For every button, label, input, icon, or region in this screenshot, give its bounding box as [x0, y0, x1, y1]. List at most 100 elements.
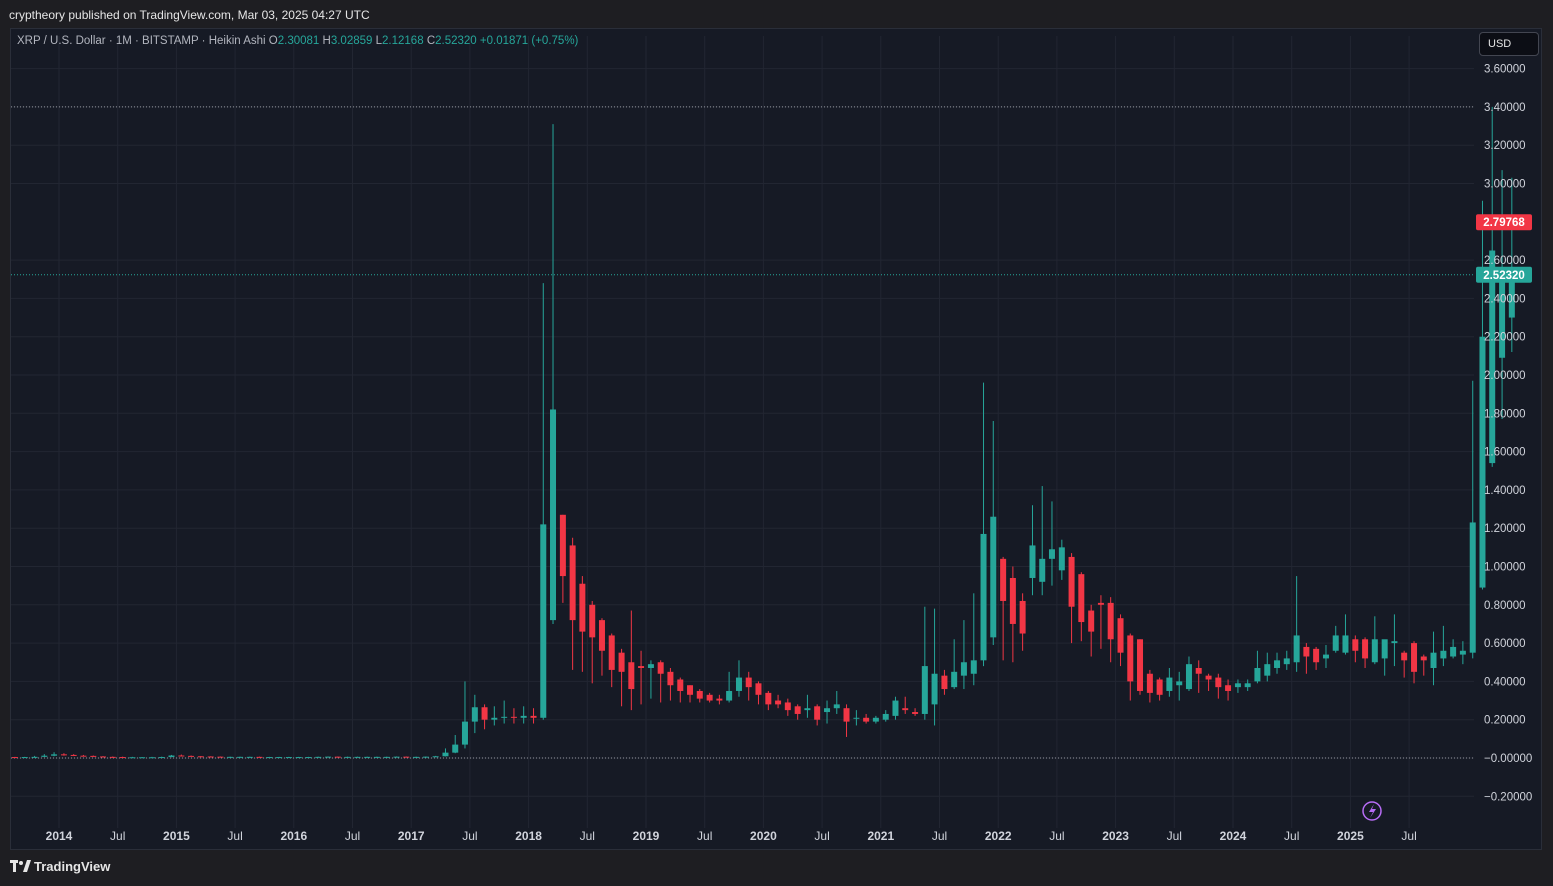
- candle-body-down: [334, 756, 341, 758]
- candle-body-up: [550, 409, 557, 621]
- candle-body-up: [1264, 664, 1271, 676]
- candle-body-down: [256, 756, 263, 758]
- y-tick-label: 3.60000: [1484, 64, 1526, 76]
- candle-body-down: [1411, 643, 1418, 672]
- candle-body-up: [393, 756, 400, 758]
- x-tick-label: Jul: [1167, 829, 1182, 843]
- events-lightning-icon[interactable]: [1362, 801, 1382, 821]
- x-tick-label: 2017: [398, 829, 425, 843]
- candle-body-up: [1293, 635, 1300, 663]
- candle-body-down: [843, 708, 850, 722]
- candle-body-up: [461, 721, 468, 745]
- y-tick-label: 0.60000: [1484, 638, 1526, 650]
- candle-body-up: [1469, 522, 1476, 653]
- candle-body-up: [1039, 558, 1046, 582]
- candle-body-down: [628, 662, 635, 690]
- candle-body-down: [80, 755, 87, 757]
- candle-body-up: [442, 752, 449, 757]
- candle-body-up: [413, 756, 420, 758]
- candle-body-down: [677, 679, 684, 691]
- candle-body-down: [638, 666, 645, 668]
- candle-body-up: [1489, 250, 1496, 464]
- candle-body-down: [207, 756, 214, 758]
- candle-body-down: [706, 694, 713, 701]
- candle-body-up: [1322, 654, 1329, 659]
- currency-button[interactable]: USD: [1479, 32, 1539, 56]
- candle-body-down: [579, 583, 586, 632]
- candle-body-down: [1401, 652, 1408, 661]
- candle-body-up: [21, 757, 28, 759]
- candle-body-down: [178, 755, 185, 757]
- x-tick-label: Jul: [1284, 829, 1299, 843]
- candle-body-up: [354, 756, 361, 758]
- candle-body-down: [608, 635, 615, 670]
- candle-body-down: [197, 756, 204, 758]
- candle-body-down: [667, 671, 674, 686]
- candle-body-down: [60, 754, 67, 756]
- y-tick-label: 0.80000: [1484, 600, 1526, 612]
- candle-body-up: [990, 516, 997, 638]
- x-tick-label: 2022: [985, 829, 1012, 843]
- candle-body-down: [745, 677, 752, 688]
- symbol-legend: XRP / U.S. Dollar · 1M · BITSTAMP · Heik…: [17, 35, 578, 47]
- y-tick-label: 2.20000: [1484, 332, 1526, 344]
- high-label: H: [322, 35, 331, 47]
- candlestick-chart[interactable]: 3.60000 3.40000 3.20000 3.00000 2.60000 2.400…: [0, 0, 1553, 850]
- publisher-bar: cryptheory published on TradingView.com,…: [0, 0, 1553, 28]
- candle-body-up: [921, 666, 928, 714]
- candle-body-down: [902, 708, 909, 711]
- candle-body-down: [1313, 648, 1320, 663]
- candle-body-up: [1332, 635, 1339, 651]
- y-tick-label: 2.40000: [1484, 293, 1526, 305]
- candle-body-up: [432, 756, 439, 758]
- candle-body-down: [618, 652, 625, 672]
- candle-body-up: [1176, 681, 1183, 686]
- x-tick-label: Jul: [932, 829, 947, 843]
- x-tick-label: Jul: [580, 829, 595, 843]
- candle-body-up: [892, 700, 899, 716]
- x-tick-label: 2016: [280, 829, 307, 843]
- candle-body-down: [1352, 639, 1359, 651]
- price-badge-label: 2.52320: [1483, 270, 1525, 282]
- candle-body-down: [775, 700, 782, 705]
- x-tick-label: 2025: [1337, 829, 1364, 843]
- candle-body-down: [11, 757, 18, 759]
- candle-body-down: [1097, 602, 1104, 605]
- candle-body-up: [804, 708, 811, 711]
- candle-body-up: [970, 660, 977, 674]
- candle-body-up: [735, 677, 742, 691]
- candle-body-down: [1420, 656, 1427, 661]
- open-label: O: [268, 35, 278, 47]
- y-tick-label: 1.80000: [1484, 408, 1526, 420]
- tradingview-brand: TradingView: [34, 859, 111, 874]
- candle-body-down: [687, 685, 694, 695]
- low-value: 2.12168: [382, 35, 424, 47]
- y-tick-label: 1.00000: [1484, 562, 1526, 574]
- candle-body-up: [540, 524, 547, 718]
- candle-body-down: [70, 754, 77, 756]
- price-badge: [1476, 266, 1532, 283]
- candle-body-up: [882, 713, 889, 720]
- candle-body-down: [657, 662, 664, 674]
- close-value: 2.52320: [435, 35, 477, 47]
- candle-body-up: [266, 757, 273, 759]
- candle-body-up: [295, 757, 302, 759]
- x-tick-label: Jul: [462, 829, 477, 843]
- tradingview-logo[interactable]: TradingView: [10, 859, 110, 874]
- candle-body-down: [1215, 677, 1222, 688]
- candle-body-down: [1225, 685, 1232, 691]
- candle-body-down: [716, 698, 723, 701]
- open-value: 2.30081: [277, 35, 320, 47]
- candle-body-down: [90, 755, 97, 757]
- y-tick-label: 0.20000: [1484, 715, 1526, 727]
- y-tick-label: 1.60000: [1484, 447, 1526, 459]
- candle-body-up: [1185, 664, 1192, 690]
- candle-body-up: [872, 717, 879, 722]
- candle-body-down: [598, 620, 605, 651]
- candle-body-up: [931, 673, 938, 705]
- candle-body-up: [1499, 277, 1506, 358]
- symbol-name: XRP / U.S. Dollar · 1M · BITSTAMP · Heik…: [17, 35, 266, 47]
- tradingview-logo-icon: [10, 859, 31, 874]
- candle-body-down: [530, 715, 537, 718]
- candle-body-up: [41, 755, 48, 757]
